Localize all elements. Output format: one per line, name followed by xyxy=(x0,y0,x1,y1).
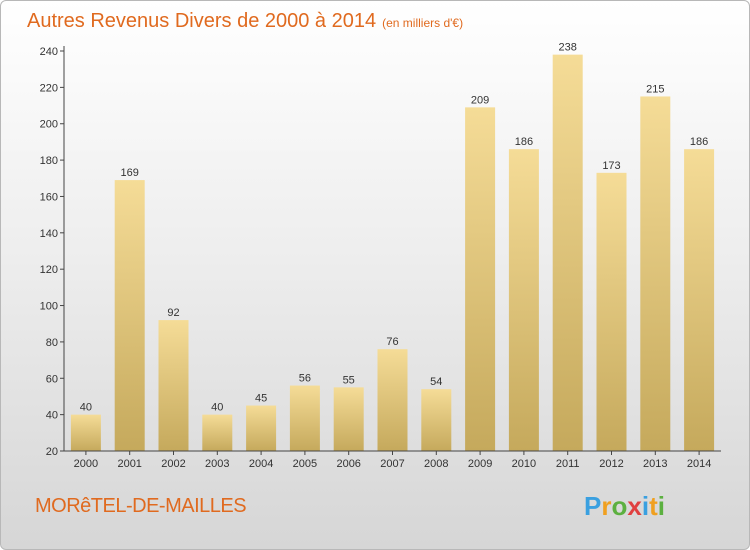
bar xyxy=(158,320,189,451)
data-label: 92 xyxy=(167,307,179,319)
x-tick-label: 2010 xyxy=(512,458,536,470)
bar xyxy=(552,54,583,452)
y-tick-label: 180 xyxy=(40,155,58,167)
chart-unit: (en milliers d'€) xyxy=(382,16,464,30)
x-tick-label: 2001 xyxy=(117,458,141,470)
x-tick-label: 2000 xyxy=(74,458,98,470)
y-tick-label: 240 xyxy=(40,46,58,58)
y-tick-label: 120 xyxy=(40,264,58,276)
bar xyxy=(684,149,715,451)
bar xyxy=(246,405,277,451)
data-label: 40 xyxy=(80,402,92,414)
bar xyxy=(640,96,671,452)
data-label: 186 xyxy=(515,136,533,148)
x-tick-label: 2009 xyxy=(468,458,492,470)
data-label: 54 xyxy=(430,376,442,388)
data-label: 76 xyxy=(386,336,398,348)
chart-title: Autres Revenus Divers de 2000 à 2014 (en … xyxy=(27,10,463,33)
y-tick-label: 20 xyxy=(46,446,58,458)
city-name: MORêTEL-DE-MAILLES xyxy=(35,495,247,517)
bar xyxy=(465,107,496,451)
x-tick-label: 2013 xyxy=(643,458,667,470)
y-tick-label: 40 xyxy=(46,410,58,422)
chart-title-text: Autres Revenus Divers de 2000 à 2014 xyxy=(27,10,377,32)
data-label: 40 xyxy=(211,402,223,414)
bar xyxy=(596,172,627,451)
data-label: 238 xyxy=(559,42,577,54)
data-label: 173 xyxy=(602,160,620,172)
bar xyxy=(377,349,408,451)
data-label: 186 xyxy=(690,136,708,148)
x-tick-label: 2004 xyxy=(249,458,273,470)
y-tick-label: 140 xyxy=(40,228,58,240)
bar xyxy=(289,385,320,451)
data-label: 45 xyxy=(255,393,267,405)
bar xyxy=(202,414,233,451)
bar xyxy=(70,414,101,451)
x-tick-label: 2002 xyxy=(161,458,185,470)
x-tick-label: 2003 xyxy=(205,458,229,470)
x-tick-label: 2008 xyxy=(424,458,448,470)
data-label: 55 xyxy=(343,374,355,386)
y-tick-label: 220 xyxy=(40,82,58,94)
x-tick-label: 2011 xyxy=(556,458,580,470)
x-tick-label: 2007 xyxy=(380,458,404,470)
y-tick-label: 60 xyxy=(46,373,58,385)
data-label: 169 xyxy=(121,167,139,179)
data-label: 56 xyxy=(299,373,311,385)
x-tick-label: 2005 xyxy=(293,458,317,470)
x-tick-label: 2012 xyxy=(599,458,623,470)
bar xyxy=(333,387,364,451)
data-label: 215 xyxy=(646,83,664,95)
y-tick-label: 160 xyxy=(40,191,58,203)
y-tick-label: 80 xyxy=(46,337,58,349)
bar xyxy=(114,180,145,451)
x-tick-label: 2014 xyxy=(687,458,711,470)
bar xyxy=(508,149,539,451)
y-tick-label: 200 xyxy=(40,119,58,131)
data-label: 209 xyxy=(471,94,489,106)
y-tick-label: 100 xyxy=(40,301,58,313)
proxiti-logo: Proxiti xyxy=(584,491,665,521)
bar xyxy=(421,389,452,451)
x-tick-label: 2006 xyxy=(336,458,360,470)
